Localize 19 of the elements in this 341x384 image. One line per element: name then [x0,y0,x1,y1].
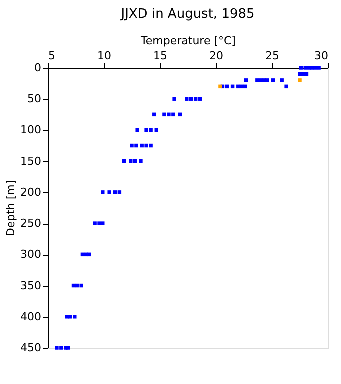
y-tick-label: 450 [20,342,42,354]
x-tick-label: 20 [210,50,224,62]
x-tick-label: 25 [266,50,280,62]
y-tick-label: 350 [20,279,42,292]
y-tick-label: 300 [20,248,42,262]
y-tick-label: 50 [28,92,42,106]
x-tick-label: 10 [98,50,112,62]
y-tick-label: 0 [34,62,42,74]
x-tick-label: 30 [314,50,328,62]
y-tick-label: 400 [20,310,42,324]
x-tick-label: 5 [48,50,56,62]
y-axis-title: Depth [m] [4,180,18,237]
y-tick-label: 200 [20,186,42,199]
x-tick-label: 15 [154,50,168,62]
y-tick-label: 250 [20,217,42,230]
chart-title: JJXD in August, 1985 [120,7,255,22]
y-tick-label: 150 [20,154,42,168]
y-tick-label: 100 [20,124,42,137]
x-axis-title: Temperature [°C] [140,34,236,48]
